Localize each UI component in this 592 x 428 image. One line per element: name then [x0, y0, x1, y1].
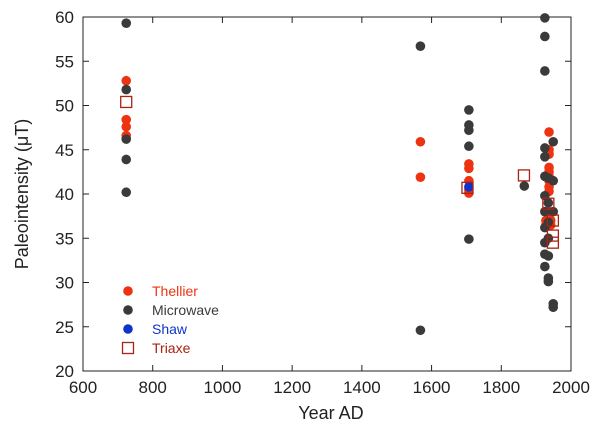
legend-label: Microwave	[152, 302, 219, 318]
data-point-microwave	[415, 325, 426, 336]
data-point-thellier	[121, 75, 132, 86]
data-point-microwave	[548, 136, 559, 147]
data-point-microwave	[464, 105, 474, 115]
y-tick-label: 60	[55, 8, 74, 27]
data-point-microwave	[121, 154, 132, 165]
y-tick-label: 50	[55, 97, 74, 116]
data-point-microwave	[548, 175, 559, 186]
legend-marker-thellier	[123, 286, 133, 296]
data-point-microwave	[548, 302, 559, 313]
data-point-microwave	[464, 125, 474, 136]
data-point-microwave	[540, 13, 550, 23]
x-tick-label: 1200	[273, 378, 311, 397]
x-tick-label: 1600	[413, 378, 451, 397]
y-tick-label: 35	[55, 229, 74, 248]
data-point-microwave	[543, 276, 554, 287]
series-microwave	[121, 13, 559, 336]
data-point-microwave	[121, 18, 132, 28]
legend-marker-triaxe	[121, 341, 135, 355]
data-point-microwave	[540, 143, 550, 153]
legend-item-shaw: Shaw	[123, 321, 188, 337]
legend-marker-shaw	[123, 324, 133, 334]
data-point-microwave	[540, 31, 550, 42]
y-tick-label: 20	[55, 362, 74, 381]
data-point-triaxe	[517, 169, 531, 182]
y-tick-label: 40	[55, 185, 74, 204]
data-point-thellier	[121, 121, 132, 132]
data-point-thellier	[415, 172, 426, 182]
data-point-shaw	[464, 182, 474, 192]
data-point-microwave	[540, 152, 550, 162]
data-point-microwave	[415, 41, 426, 52]
data-point-microwave	[464, 234, 474, 244]
x-tick-label: 1000	[204, 378, 242, 397]
y-tick-label: 30	[55, 274, 74, 293]
legend-label: Triaxe	[152, 340, 191, 356]
data-point-microwave	[121, 187, 132, 198]
x-tick-label: 800	[139, 378, 167, 397]
data-point-microwave	[543, 217, 554, 228]
legend-label: Shaw	[152, 321, 188, 337]
series-shaw	[464, 182, 474, 192]
data-point-microwave	[464, 141, 474, 152]
x-tick-label: 2000	[552, 378, 590, 397]
data-point-microwave	[121, 84, 132, 95]
data-point-microwave	[540, 66, 550, 76]
legend-item-triaxe: Triaxe	[121, 340, 191, 356]
data-point-thellier	[544, 127, 554, 137]
data-point-microwave	[540, 261, 550, 272]
data-point-triaxe	[542, 197, 555, 210]
x-axis-title: Year AD	[298, 403, 363, 423]
data-point-microwave	[519, 181, 530, 191]
x-tick-label: 600	[69, 378, 97, 397]
data-point-thellier	[415, 136, 426, 147]
series-thellier	[121, 75, 556, 230]
data-point-triaxe	[546, 236, 560, 249]
x-tick-label: 1800	[482, 378, 520, 397]
legend: Thellier Microwave Shaw Triaxe	[121, 283, 219, 356]
data-point-triaxe	[120, 95, 133, 109]
y-axis-title: Paleointensity (μT)	[12, 119, 32, 269]
y-tick-label: 45	[55, 141, 74, 160]
x-tick-label: 1400	[343, 378, 381, 397]
data-point-triaxe	[461, 181, 474, 194]
x-axis-ticks: 600 800 1000 1200 1400 1600 1800 2000	[69, 17, 590, 397]
series-triaxe	[120, 95, 560, 249]
y-tick-label: 25	[55, 318, 74, 337]
legend-item-microwave: Microwave	[123, 302, 219, 318]
data-points	[120, 13, 560, 336]
data-point-thellier	[464, 163, 474, 174]
y-axis-ticks: 20 25 30 35 40 45 50 55 60	[55, 8, 571, 381]
legend-marker-microwave	[123, 305, 133, 315]
data-point-triaxe	[546, 229, 560, 242]
data-point-triaxe	[546, 214, 560, 227]
data-point-microwave	[543, 198, 554, 208]
legend-label: Thellier	[152, 283, 198, 299]
data-point-microwave	[121, 134, 132, 144]
legend-item-thellier: Thellier	[123, 283, 198, 299]
data-point-microwave	[543, 251, 554, 261]
y-tick-label: 55	[55, 52, 74, 71]
data-point-thellier	[121, 114, 132, 125]
